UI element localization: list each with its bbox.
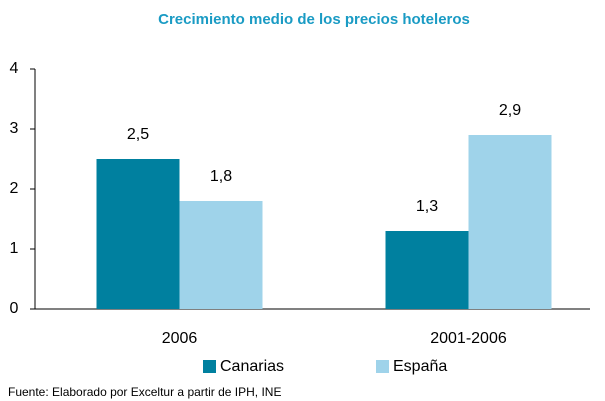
y-tick-label: 2 <box>10 180 19 197</box>
source-note: Fuente: Elaborado por Exceltur a partir … <box>8 385 281 399</box>
value-label: 1,3 <box>416 198 438 215</box>
value-label: 2,9 <box>499 102 521 119</box>
y-tick-label: 4 <box>10 60 19 77</box>
chart-title: Crecimiento medio de los precios hoteler… <box>158 11 470 28</box>
y-tick-label: 3 <box>10 120 19 137</box>
x-tick-label: 2001-2006 <box>430 330 507 347</box>
y-tick-label: 1 <box>10 240 19 257</box>
bar <box>179 201 263 309</box>
legend-swatch <box>376 360 389 373</box>
legend-label: España <box>393 358 447 375</box>
bar <box>96 159 180 309</box>
y-tick-label: 0 <box>10 300 19 317</box>
legend-label: Canarias <box>220 358 284 375</box>
bar <box>385 231 469 309</box>
x-tick-label: 2006 <box>162 330 198 347</box>
legend-swatch <box>203 360 216 373</box>
value-label: 1,8 <box>210 168 232 185</box>
bar <box>468 135 552 309</box>
value-label: 2,5 <box>127 126 149 143</box>
